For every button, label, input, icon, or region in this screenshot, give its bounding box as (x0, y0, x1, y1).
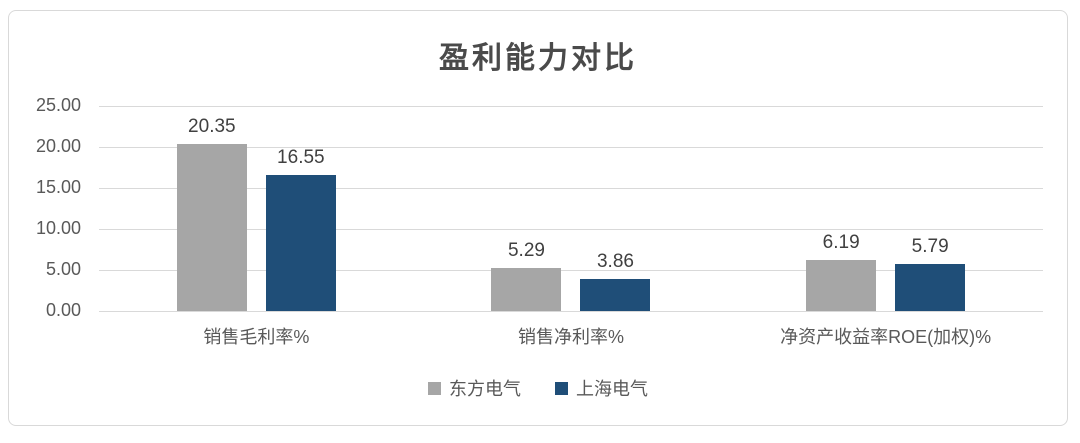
y-axis-tick-label: 25.00 (35, 95, 81, 115)
x-axis-category-label: 销售净利率% (518, 327, 625, 347)
bar-column: 6.19 (806, 106, 877, 311)
bar-column: 3.86 (580, 106, 651, 311)
bar-value-label: 6.19 (822, 232, 860, 254)
x-axis: 销售毛利率% 销售净利率% 净资产收益率ROE(加权)% (99, 323, 1043, 349)
bar (176, 144, 247, 311)
legend-swatch-icon (555, 381, 568, 395)
legend: 东方电气 上海电气 (9, 375, 1067, 401)
gridline (99, 270, 1043, 271)
gridline (99, 106, 1043, 107)
bar (265, 175, 336, 311)
bar (491, 267, 562, 311)
x-axis-category-label: 净资产收益率ROE(加权)% (780, 327, 992, 347)
y-axis-tick-label: 15.00 (35, 177, 81, 197)
legend-label: 东方电气 (449, 379, 521, 399)
bar-group: 20.35 16.55 (99, 106, 414, 311)
gridline (99, 229, 1043, 230)
y-axis-tick-label: 10.00 (35, 218, 81, 238)
plot-area: 20.35 16.55 5.29 3.86 6.19 5.79 (99, 106, 1043, 312)
y-axis-tick-label: 5.00 (45, 259, 81, 279)
y-axis-tick-label: 0.00 (45, 300, 81, 320)
gridline (99, 147, 1043, 148)
bar-group: 5.29 3.86 (414, 106, 729, 311)
y-axis-tick-label: 20.00 (35, 136, 81, 156)
bar-value-label: 20.35 (188, 116, 236, 138)
x-axis-category-label: 销售毛利率% (203, 327, 310, 347)
gridline (99, 188, 1043, 189)
legend-item: 东方电气 (428, 375, 521, 401)
bar-value-label: 3.86 (596, 251, 634, 273)
bar-value-label: 16.55 (277, 147, 325, 169)
bar-column: 5.29 (491, 106, 562, 311)
chart-card: 盈利能力对比 25.00 20.00 15.00 10.00 5.00 0.00 20.3… (8, 10, 1068, 426)
legend-swatch-icon (428, 381, 441, 395)
legend-label: 上海电气 (576, 379, 648, 399)
chart-title: 盈利能力对比 (439, 41, 637, 76)
bar (580, 279, 651, 311)
bar-column: 20.35 (176, 106, 247, 311)
gridline (99, 311, 1043, 312)
bar-column: 16.55 (265, 106, 336, 311)
bar (895, 263, 966, 311)
legend-item: 上海电气 (555, 375, 648, 401)
bar-column: 5.79 (895, 106, 966, 311)
bar-value-label: 5.29 (507, 239, 545, 261)
bar (806, 260, 877, 311)
bar-group: 6.19 5.79 (728, 106, 1043, 311)
bar-value-label: 5.79 (911, 235, 949, 257)
